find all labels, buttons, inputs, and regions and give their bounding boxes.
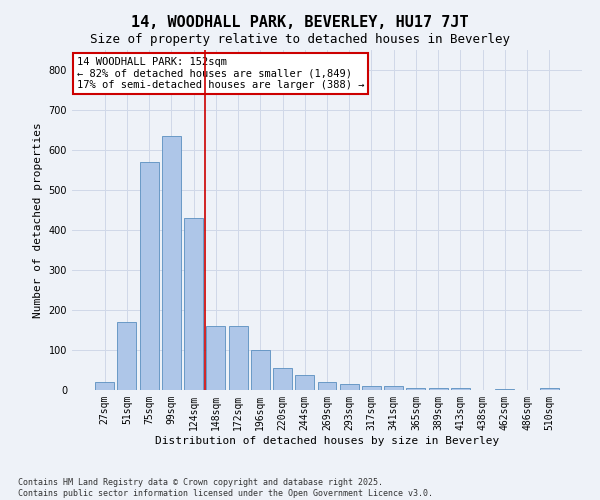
Bar bbox=[340, 384, 359, 390]
Bar bbox=[251, 350, 270, 390]
Bar bbox=[451, 388, 470, 390]
Text: Contains HM Land Registry data © Crown copyright and database right 2025.
Contai: Contains HM Land Registry data © Crown c… bbox=[18, 478, 433, 498]
Bar bbox=[362, 386, 381, 390]
Bar bbox=[295, 375, 314, 390]
Bar bbox=[95, 382, 114, 390]
Bar bbox=[317, 382, 337, 390]
Bar bbox=[384, 386, 403, 390]
Bar bbox=[406, 388, 425, 390]
Text: Size of property relative to detached houses in Beverley: Size of property relative to detached ho… bbox=[90, 32, 510, 46]
Bar bbox=[229, 326, 248, 390]
Bar bbox=[540, 388, 559, 390]
Text: 14 WOODHALL PARK: 152sqm
← 82% of detached houses are smaller (1,849)
17% of sem: 14 WOODHALL PARK: 152sqm ← 82% of detach… bbox=[77, 57, 365, 90]
Bar bbox=[206, 326, 225, 390]
Y-axis label: Number of detached properties: Number of detached properties bbox=[33, 122, 43, 318]
Bar bbox=[140, 162, 158, 390]
Bar bbox=[429, 388, 448, 390]
Text: 14, WOODHALL PARK, BEVERLEY, HU17 7JT: 14, WOODHALL PARK, BEVERLEY, HU17 7JT bbox=[131, 15, 469, 30]
Bar bbox=[162, 136, 181, 390]
Bar bbox=[496, 389, 514, 390]
X-axis label: Distribution of detached houses by size in Beverley: Distribution of detached houses by size … bbox=[155, 436, 499, 446]
Bar bbox=[273, 368, 292, 390]
Bar bbox=[184, 218, 203, 390]
Bar bbox=[118, 322, 136, 390]
